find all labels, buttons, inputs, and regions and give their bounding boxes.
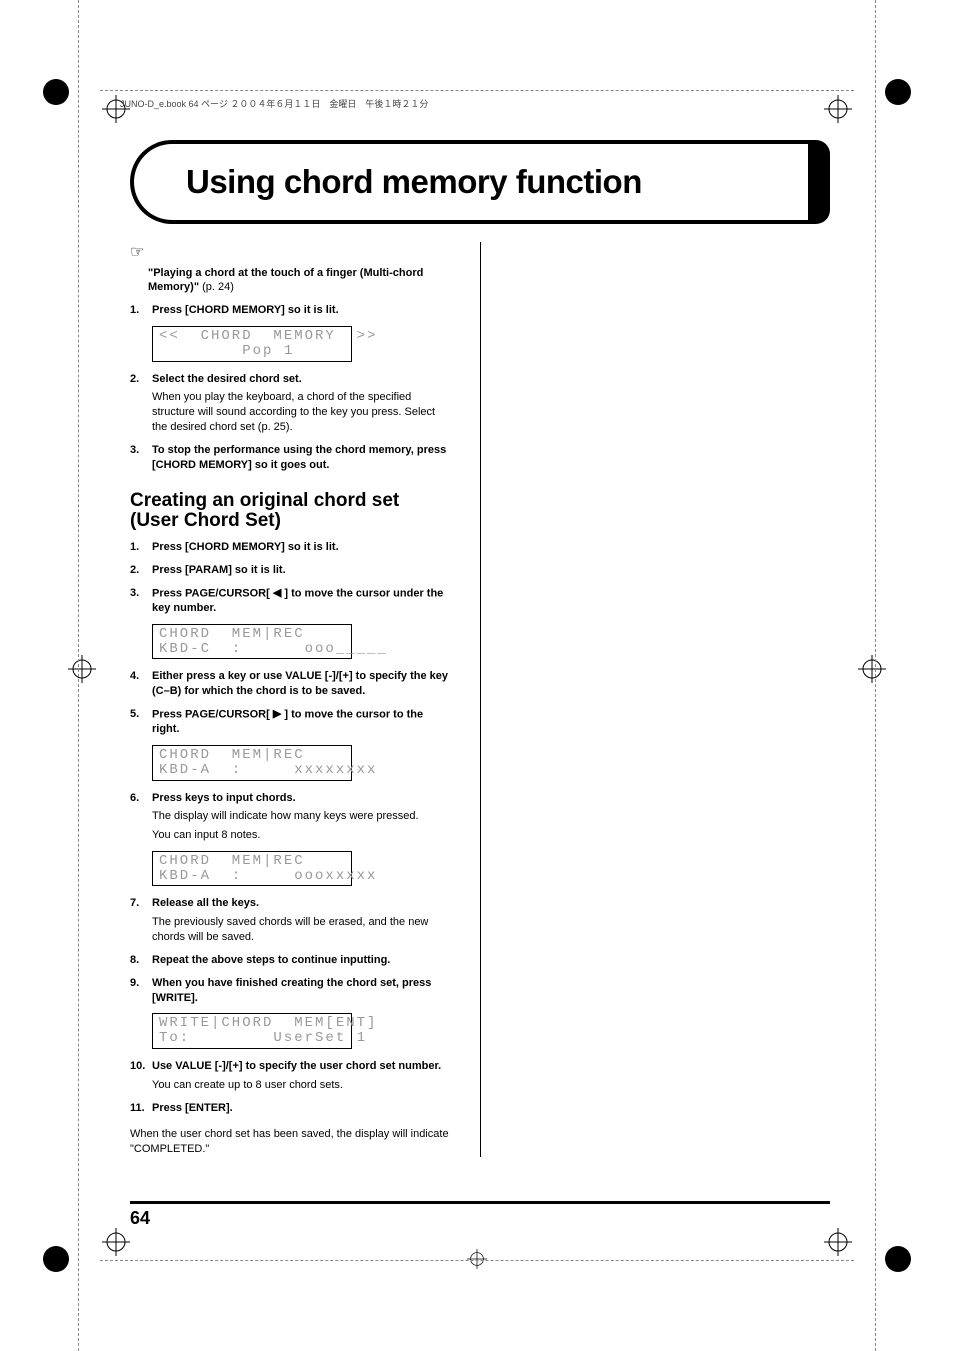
step-number: 1.: [130, 303, 152, 318]
step-body: Press keys to input chords. The display …: [152, 791, 452, 844]
step-2: 2. Select the desired chord set. When yo…: [130, 372, 452, 435]
page-content: Using chord memory function ☞ "Playing a…: [130, 140, 830, 1157]
registration-mark: [884, 78, 912, 106]
lcd-line: KBD-A : xxxxxxxx: [159, 763, 345, 778]
step-text: You can input 8 notes.: [152, 828, 452, 843]
step-b5: 5. Press PAGE/CURSOR[ ▶ ] to move the cu…: [130, 707, 452, 737]
step-text: Press [CHORD MEMORY] so it is lit.: [152, 540, 452, 555]
step-b6: 6. Press keys to input chords. The displ…: [130, 791, 452, 844]
page-title: Using chord memory function: [186, 163, 642, 201]
step-b2: 2. Press [PARAM] so it is lit.: [130, 563, 452, 578]
step-number: 10.: [130, 1059, 152, 1093]
step-number: 3.: [130, 586, 152, 616]
step-text-a: Press PAGE/CURSOR[: [152, 708, 270, 720]
lcd-line: KBD-A : oooxxxxx: [159, 869, 345, 884]
lcd-line: KBD-C : ooo_____: [159, 642, 345, 657]
step-b9: 9. When you have finished creating the c…: [130, 976, 452, 1006]
page-footer: 64: [130, 1201, 830, 1229]
step-text-bold: Press keys to input chords.: [152, 791, 452, 806]
crop-target-icon: [467, 1249, 487, 1269]
title-band: Using chord memory function: [130, 140, 830, 224]
step-text: When you have finished creating the chor…: [152, 976, 452, 1006]
step-text: Either press a key or use VALUE [-]/[+] …: [152, 669, 452, 699]
lcd-line: CHORD MEM|REC: [159, 748, 345, 763]
registration-mark: [42, 1245, 70, 1273]
step-number: 8.: [130, 953, 152, 968]
crop-target-icon: [68, 655, 96, 683]
step-number: 9.: [130, 976, 152, 1006]
step-text: When you play the keyboard, a chord of t…: [152, 390, 452, 435]
step-1: 1. Press [CHORD MEMORY] so it is lit.: [130, 303, 452, 318]
right-column: [508, 242, 830, 1157]
document-header: JUNO-D_e.book 64 ページ ２００４年６月１１日 金曜日 午後１時…: [120, 97, 428, 110]
triangle-right-icon: ▶: [273, 707, 281, 722]
step-text: Press [CHORD MEMORY] so it is lit.: [152, 303, 452, 318]
lcd-line: CHORD MEM|REC: [159, 854, 345, 869]
section-heading: Creating an original chord set (User Cho…: [130, 491, 452, 533]
intro-reference: "Playing a chord at the touch of a finge…: [148, 266, 452, 296]
step-b11: 11. Press [ENTER].: [130, 1101, 452, 1116]
step-b4: 4. Either press a key or use VALUE [-]/[…: [130, 669, 452, 699]
step-number: 5.: [130, 707, 152, 737]
step-number: 1.: [130, 540, 152, 555]
triangle-left-icon: ◀: [273, 586, 281, 601]
outro-text: When the user chord set has been saved, …: [130, 1127, 452, 1157]
registration-mark: [42, 78, 70, 106]
crop-target-icon: [858, 655, 886, 683]
lcd-display: CHORD MEM|REC KBD-C : ooo_____: [152, 624, 352, 659]
step-text-bold: Select the desired chord set.: [152, 372, 452, 387]
step-3: 3. To stop the performance using the cho…: [130, 443, 452, 473]
title-left-round: [130, 140, 178, 224]
step-text-bold: Release all the keys.: [152, 896, 452, 911]
step-text: To stop the performance using the chord …: [152, 443, 452, 473]
step-b1: 1. Press [CHORD MEMORY] so it is lit.: [130, 540, 452, 555]
step-number: 11.: [130, 1101, 152, 1116]
step-number: 6.: [130, 791, 152, 844]
step-text-bold: Use VALUE [-]/[+] to specify the user ch…: [152, 1059, 452, 1074]
intro-ref-text: "Playing a chord at the touch of a finge…: [148, 267, 423, 294]
registration-mark: [884, 1245, 912, 1273]
lcd-display: CHORD MEM|REC KBD-A : oooxxxxx: [152, 851, 352, 886]
step-number: 2.: [130, 372, 152, 435]
step-body: Press PAGE/CURSOR[ ◀ ] to move the curso…: [152, 586, 452, 616]
step-body: Select the desired chord set. When you p…: [152, 372, 452, 435]
lcd-line: Pop 1: [159, 344, 345, 359]
step-number: 2.: [130, 563, 152, 578]
step-body: Release all the keys. The previously sav…: [152, 896, 452, 945]
step-body: Press PAGE/CURSOR[ ▶ ] to move the curso…: [152, 707, 452, 737]
page-number: 64: [130, 1208, 150, 1228]
step-text: Press [ENTER].: [152, 1101, 452, 1116]
step-number: 4.: [130, 669, 152, 699]
step-text: The previously saved chords will be eras…: [152, 915, 452, 945]
crop-target-icon: [824, 1228, 852, 1256]
step-b3: 3. Press PAGE/CURSOR[ ◀ ] to move the cu…: [130, 586, 452, 616]
crop-target-icon: [824, 95, 852, 123]
column-divider: [480, 242, 481, 1157]
intro-page-ref: (p. 24): [199, 281, 234, 293]
step-b7: 7. Release all the keys. The previously …: [130, 896, 452, 945]
title-mid: Using chord memory function: [178, 140, 808, 224]
lcd-display: WRITE|CHORD MEM[ENT] To: UserSet 1: [152, 1013, 352, 1048]
lcd-display: << CHORD MEMORY >> Pop 1: [152, 326, 352, 361]
lcd-line: CHORD MEM|REC: [159, 627, 345, 642]
lcd-display: CHORD MEM|REC KBD-A : xxxxxxxx: [152, 745, 352, 780]
step-number: 7.: [130, 896, 152, 945]
lcd-line: WRITE|CHORD MEM[ENT]: [159, 1016, 345, 1031]
step-text: Repeat the above steps to continue input…: [152, 953, 452, 968]
lcd-line: To: UserSet 1: [159, 1031, 345, 1046]
lcd-line: << CHORD MEMORY >>: [159, 329, 345, 344]
reference-icon: ☞: [130, 242, 144, 264]
two-column-layout: ☞ "Playing a chord at the touch of a fin…: [130, 242, 830, 1157]
step-text: You can create up to 8 user chord sets.: [152, 1078, 452, 1093]
left-column: ☞ "Playing a chord at the touch of a fin…: [130, 242, 452, 1157]
step-text: The display will indicate how many keys …: [152, 809, 452, 824]
crop-target-icon: [102, 1228, 130, 1256]
step-body: Use VALUE [-]/[+] to specify the user ch…: [152, 1059, 452, 1093]
title-right-cap: [808, 140, 830, 224]
step-text: Press [PARAM] so it is lit.: [152, 563, 452, 578]
step-b10: 10. Use VALUE [-]/[+] to specify the use…: [130, 1059, 452, 1093]
step-b8: 8. Repeat the above steps to continue in…: [130, 953, 452, 968]
step-text-a: Press PAGE/CURSOR[: [152, 587, 270, 599]
step-number: 3.: [130, 443, 152, 473]
